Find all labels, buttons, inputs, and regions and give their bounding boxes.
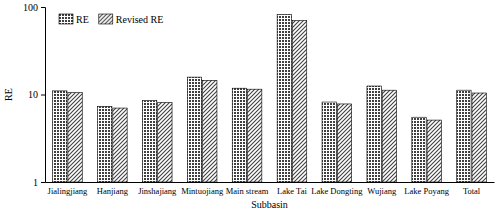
bar bbox=[292, 21, 306, 182]
bar bbox=[232, 88, 246, 182]
legend-item: Revised RE bbox=[99, 14, 164, 25]
bar bbox=[53, 91, 67, 182]
x-tick: Wujiang bbox=[367, 182, 397, 196]
x-tick: Lake Poyang bbox=[404, 182, 449, 196]
chart: 1 10 100 Jialingjiang Hanjiang Jinshajiang Min… bbox=[0, 0, 500, 211]
y-tick-mark bbox=[41, 95, 45, 96]
legend-label: Revised RE bbox=[116, 14, 164, 25]
x-tick-label: Mintuojiang bbox=[181, 186, 224, 196]
x-tick-label: Jinshajiang bbox=[138, 186, 177, 196]
x-tick: Jialingjiang bbox=[48, 182, 88, 196]
bar bbox=[158, 103, 172, 182]
bar bbox=[472, 93, 486, 182]
x-tick-label: Main stream bbox=[226, 186, 269, 196]
x-tick-label: Lake Tai bbox=[277, 186, 307, 196]
x-axis-title: Subbasin bbox=[251, 199, 288, 210]
x-axis-line bbox=[46, 182, 495, 183]
x-axis: Jialingjiang Hanjiang Jinshajiang Mintuojia… bbox=[46, 182, 495, 196]
y-axis-line bbox=[41, 8, 46, 183]
bar bbox=[412, 117, 426, 182]
x-tick-label: Lake Poyang bbox=[404, 186, 449, 196]
bar bbox=[248, 89, 262, 182]
x-tick-label: Jialingjiang bbox=[48, 186, 88, 196]
x-tick: Total bbox=[463, 182, 481, 196]
bar bbox=[382, 90, 396, 182]
y-tick: 1 bbox=[33, 177, 45, 188]
x-tick: Jinshajiang bbox=[138, 182, 177, 196]
x-tick-label: Lake Dongting bbox=[311, 186, 363, 196]
plot: 1 10 100 Jialingjiang Hanjiang Jinshajiang Min… bbox=[23, 2, 495, 196]
x-tick-label: Total bbox=[463, 186, 481, 196]
y-tick-label: 1 bbox=[33, 177, 38, 188]
y-axis: 1 10 100 bbox=[23, 2, 46, 188]
y-tick-mark bbox=[41, 182, 45, 183]
bar bbox=[142, 101, 156, 182]
x-tick-label: Hanjiang bbox=[97, 186, 129, 196]
bar bbox=[98, 106, 112, 182]
y-tick-label: 100 bbox=[23, 2, 38, 13]
bar bbox=[277, 15, 291, 182]
x-tick: Hanjiang bbox=[97, 182, 129, 196]
bars bbox=[53, 15, 487, 182]
legend-swatch bbox=[59, 14, 73, 24]
x-tick-label: Wujiang bbox=[367, 186, 397, 196]
y-tick: 10 bbox=[28, 89, 45, 100]
bar bbox=[337, 104, 351, 182]
bar bbox=[113, 108, 127, 182]
bar bbox=[427, 120, 441, 182]
x-tick: Lake Dongting bbox=[311, 182, 363, 196]
bar bbox=[367, 86, 381, 182]
y-tick: 100 bbox=[23, 2, 45, 13]
x-tick: Mintuojiang bbox=[181, 182, 224, 196]
bar bbox=[187, 77, 201, 182]
bar bbox=[68, 93, 82, 182]
x-tick: Main stream bbox=[226, 182, 269, 196]
legend-item: RE bbox=[59, 14, 89, 25]
legend-label: RE bbox=[76, 14, 89, 25]
y-tick-mark bbox=[41, 7, 45, 8]
y-axis-title: RE bbox=[3, 88, 14, 101]
x-tick: Lake Tai bbox=[277, 182, 307, 196]
bar bbox=[322, 102, 336, 182]
y-tick-label: 10 bbox=[28, 89, 38, 100]
legend: RE Revised RE bbox=[59, 14, 163, 25]
bar bbox=[203, 80, 217, 182]
legend-swatch bbox=[99, 14, 113, 24]
bar bbox=[457, 90, 471, 182]
